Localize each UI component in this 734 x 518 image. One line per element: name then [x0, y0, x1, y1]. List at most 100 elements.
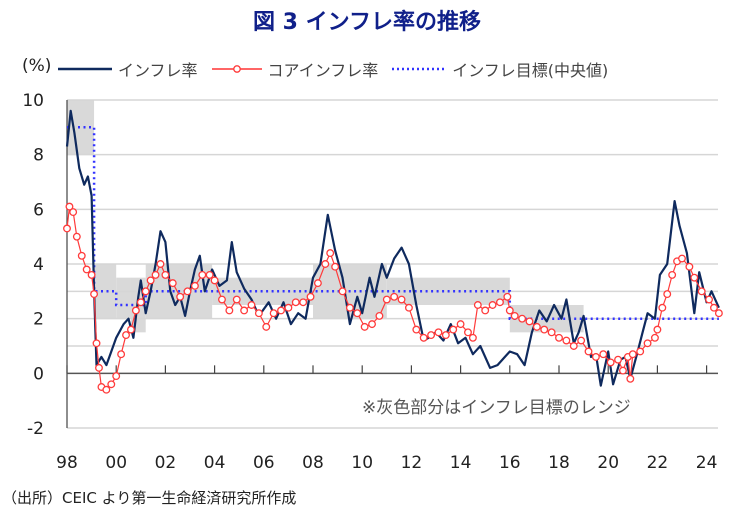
core-inflation-point [619, 366, 627, 375]
core-inflation-point [685, 262, 694, 271]
core-inflation-point [449, 325, 458, 334]
core-inflation-point [427, 331, 436, 340]
core-inflation-point [146, 276, 155, 285]
x-tick-label: 24 [696, 453, 718, 473]
core-inflation-point [168, 279, 177, 288]
core-inflation-point [87, 270, 96, 279]
core-inflation-point [277, 306, 285, 315]
legend-label: インフレ率 [118, 61, 198, 80]
core-inflation-point [505, 306, 514, 315]
core-inflation-point [658, 303, 667, 312]
x-tick-label: 10 [351, 453, 373, 473]
core-inflation-point [360, 322, 369, 331]
legend: インフレ率 コアインフレ率 インフレ目標(中央値) [56, 57, 620, 81]
core-inflation-point [161, 270, 170, 279]
core-inflation-point [599, 350, 608, 359]
core-inflation-point [77, 251, 86, 260]
core-inflation-point [488, 301, 497, 309]
core-inflation-point [532, 322, 541, 331]
core-inflation-point [481, 306, 490, 315]
x-tick-label: 08 [302, 453, 324, 473]
core-inflation-point [69, 208, 78, 217]
core-inflation-point [496, 298, 504, 307]
core-inflation-point [345, 303, 354, 312]
core-inflation-point [262, 322, 271, 331]
core-inflation-point [653, 325, 662, 334]
y-tick-label: 8 [33, 146, 44, 166]
core-inflation-point [92, 339, 101, 348]
core-inflation-point [284, 303, 293, 312]
core-inflation-point [117, 350, 126, 359]
core-inflation-point [331, 262, 340, 271]
x-tick-label: 22 [647, 453, 669, 473]
core-inflation-point [473, 301, 482, 309]
core-inflation-point [663, 290, 672, 299]
core-inflation-point [540, 325, 549, 334]
core-inflation-point [464, 328, 472, 337]
core-inflation-point [643, 339, 652, 348]
core-inflation-point [404, 303, 413, 312]
core-inflation-point [136, 298, 145, 307]
x-tick-label: 20 [597, 453, 619, 473]
core-inflation-point [419, 333, 428, 342]
core-inflation-point [254, 309, 263, 318]
core-inflation-point [198, 270, 207, 279]
y-tick-label: 6 [33, 200, 44, 220]
legend-swatch-dotted-line [392, 67, 447, 71]
core-inflation-point [63, 224, 71, 233]
core-inflation-point [714, 309, 723, 318]
inflation-rate-line [65, 109, 720, 387]
x-tick-label: 98 [56, 453, 78, 473]
core-inflation-point [82, 265, 91, 274]
legend-item-inflation-target: インフレ目標(中央値) [390, 57, 608, 81]
core-inflation-point [697, 287, 706, 296]
target-range-band [116, 277, 131, 319]
core-inflation-point [690, 273, 699, 282]
core-inflation-point [678, 254, 686, 263]
legend-item-inflation: インフレ率 [56, 57, 198, 81]
core-inflation-point [577, 336, 586, 345]
core-inflation-point [382, 295, 391, 304]
core-inflation-point [90, 290, 99, 299]
core-inflation-point [321, 260, 330, 268]
core-inflation-point [95, 363, 103, 372]
core-inflation-point [375, 311, 384, 320]
core-inflation-point [591, 352, 600, 361]
core-inflation-point [628, 350, 637, 359]
x-tick-label: 02 [155, 453, 177, 473]
core-inflation-point [650, 333, 659, 342]
x-tick-label: 12 [401, 453, 423, 473]
core-inflation-point [240, 306, 249, 315]
core-inflation-point [338, 287, 347, 296]
core-inflation-point [205, 270, 214, 279]
core-inflation-point [176, 292, 185, 301]
core-inflation-point [156, 260, 165, 268]
legend-label: インフレ目標(中央値) [452, 61, 609, 80]
core-inflation-point [107, 380, 116, 389]
core-inflation-point [326, 249, 335, 258]
source-note: （出所）CEIC より第一生命経済研究所作成 [2, 489, 297, 507]
y-tick-label: 4 [33, 255, 44, 275]
core-inflation-point [313, 279, 322, 288]
core-inflation-point [151, 270, 160, 279]
core-inflation-point [65, 202, 74, 211]
core-inflation-point [503, 292, 512, 301]
core-inflation-point [131, 306, 140, 315]
legend-item-core-inflation: コアインフレ率 [210, 57, 378, 81]
core-inflation-point [232, 295, 241, 304]
core-inflation-point [468, 333, 477, 342]
core-inflation-point [291, 298, 300, 307]
core-inflation-point [306, 292, 315, 301]
x-tick-label: 18 [548, 453, 570, 473]
x-tick-label: 04 [204, 453, 226, 473]
core-inflation-point [710, 303, 718, 312]
core-inflation-point [353, 309, 362, 318]
core-inflation-point [183, 287, 192, 296]
core-inflation-point [441, 331, 450, 340]
core-inflation-point [626, 374, 635, 383]
y-tick-label: 2 [33, 310, 44, 330]
core-inflation-point [368, 320, 376, 329]
x-tick-label: 06 [253, 453, 275, 473]
core-inflation-point [247, 301, 256, 309]
